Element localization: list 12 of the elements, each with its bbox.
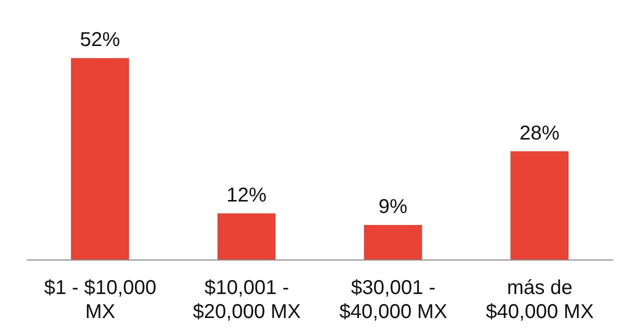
x-tick-label: más de $40,000 MX <box>486 277 594 323</box>
data-label: 52% <box>80 29 120 52</box>
bar <box>364 225 422 260</box>
bar <box>510 151 568 260</box>
x-tick-label: $1 - $10,000 MX <box>44 277 156 323</box>
x-tick-label: $30,001 - $40,000 MX <box>339 277 448 323</box>
data-label: 28% <box>519 122 560 144</box>
data-label: 9% <box>378 196 408 218</box>
x-tick-label: $10,001 - $20,000 MX <box>192 277 301 323</box>
bar <box>71 58 129 260</box>
data-label: 12% <box>226 184 267 206</box>
bar <box>218 213 276 260</box>
